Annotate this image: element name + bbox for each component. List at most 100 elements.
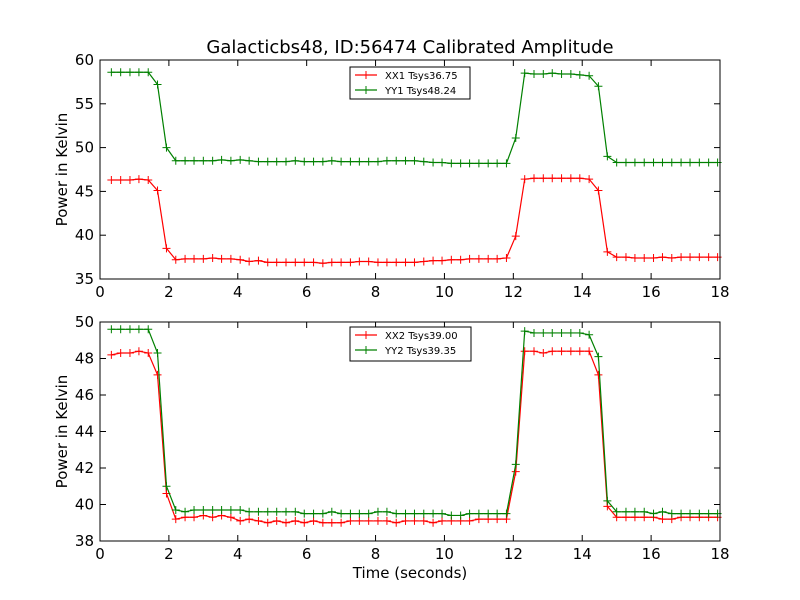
data-point [282, 157, 290, 166]
data-point [134, 175, 143, 184]
data-point [107, 68, 116, 77]
data-point [134, 347, 143, 356]
data-point [125, 325, 134, 334]
top-panel: 0 2 4 6 8 10 12 14 16 18 35 40 45 50 55 60 Power in Kelv… [53, 51, 730, 301]
data-point [392, 518, 401, 527]
data-point [419, 516, 428, 525]
data-point [181, 254, 190, 263]
data-point [291, 507, 300, 516]
data-point [474, 509, 483, 518]
data-point [456, 511, 465, 520]
data-point [548, 69, 557, 78]
data-point [272, 258, 281, 267]
x-tick-label: 12 [504, 283, 523, 301]
data-point [511, 460, 520, 469]
data-point [419, 157, 428, 166]
y-axis-label: Power in Kelvin [53, 375, 71, 489]
x-tick-label: 0 [95, 283, 105, 301]
data-point [337, 258, 346, 267]
data-point [474, 254, 483, 263]
data-point [382, 507, 391, 516]
x-tick-label: 8 [371, 283, 381, 301]
data-point [539, 174, 548, 183]
data-point [658, 507, 667, 516]
data-point [548, 174, 557, 183]
data-point [190, 254, 199, 263]
data-point [686, 158, 695, 167]
legend-label: XX1 Tsys36.75 [385, 71, 458, 82]
data-point [217, 254, 226, 263]
data-point [585, 330, 594, 339]
x-tick-label: 14 [573, 283, 592, 301]
data-point [327, 258, 336, 267]
data-point [153, 349, 162, 358]
data-point [272, 157, 281, 166]
data-point [575, 347, 584, 356]
data-point [630, 158, 639, 167]
data-point [484, 159, 493, 168]
data-point [704, 253, 713, 262]
data-point [346, 157, 355, 166]
x-tick-label: 2 [164, 545, 174, 563]
data-point [630, 507, 639, 516]
data-point [530, 70, 538, 79]
data-point [355, 257, 364, 266]
data-point [704, 509, 713, 518]
x-tick-label: 12 [504, 545, 523, 563]
data-point [254, 256, 263, 265]
data-point [291, 156, 300, 165]
data-point [208, 156, 217, 165]
data-point [649, 509, 658, 518]
x-tick-label: 6 [302, 545, 312, 563]
data-point [144, 68, 153, 77]
data-point [493, 509, 502, 518]
data-point [382, 156, 391, 165]
data-point [511, 467, 520, 476]
data-point [695, 158, 704, 167]
data-point [236, 516, 245, 525]
data-point [511, 133, 520, 142]
data-point [603, 496, 612, 505]
data-point [162, 244, 171, 253]
data-point [520, 347, 529, 356]
data-point [410, 258, 419, 267]
legend-box [349, 66, 471, 100]
data-point [373, 258, 382, 267]
data-point [474, 159, 483, 168]
x-tick-label: 18 [710, 283, 729, 301]
data-point [429, 158, 438, 167]
y-tick-label: 55 [75, 95, 94, 113]
y-tick-label: 35 [75, 270, 94, 288]
data-point [181, 507, 190, 516]
data-point [484, 509, 493, 518]
data-point [318, 509, 327, 518]
data-point [539, 328, 548, 337]
data-point [566, 347, 575, 356]
data-point [392, 156, 401, 165]
data-point [300, 509, 309, 518]
data-point [355, 509, 364, 518]
y-tick-label: 40 [75, 226, 94, 244]
data-point [254, 507, 263, 516]
data-point [640, 253, 649, 262]
data-point [585, 71, 594, 80]
legend-box [349, 326, 472, 362]
data-point [245, 507, 254, 516]
data-point [686, 509, 695, 518]
data-point [327, 507, 336, 516]
data-point [530, 347, 538, 356]
data-point [236, 255, 245, 264]
data-point [493, 254, 502, 263]
data-point [649, 158, 658, 167]
data-point [695, 509, 704, 518]
data-point [493, 159, 502, 168]
data-point [309, 157, 318, 166]
data-point [199, 505, 208, 514]
data-point [502, 159, 511, 168]
data-point [309, 258, 318, 267]
data-point [327, 156, 336, 165]
data-point [502, 509, 511, 518]
data-point [318, 157, 327, 166]
x-tick-label: 0 [95, 545, 105, 563]
